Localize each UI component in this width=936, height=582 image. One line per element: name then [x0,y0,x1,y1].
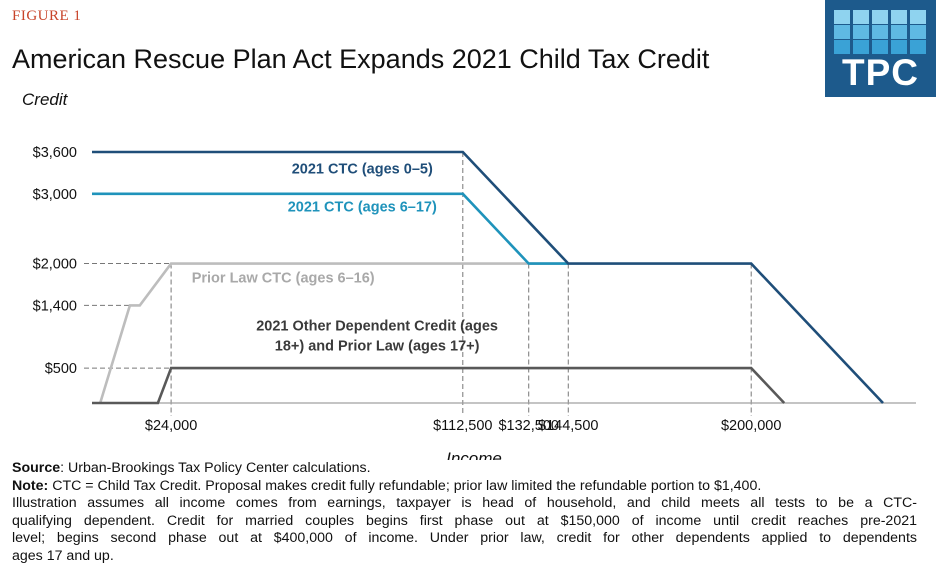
logo-square [910,10,926,24]
y-tick-label: $3,600 [33,145,77,161]
series-label: 2021 CTC (ages 6–17) [288,200,437,216]
logo-square [872,25,888,39]
logo-square [910,25,926,39]
note-text-line: level; begins second phase out at $400,0… [12,530,917,547]
y-axis-label: Credit [22,90,69,109]
series-label: Prior Law CTC (ages 6–16) [192,270,375,286]
x-axis-label: Income [446,449,502,460]
series-label: 2021 Other Dependent Credit (ages [256,318,498,334]
series-labels: 2021 CTC (ages 0–5) 2021 CTC (ages 6–17) P… [192,162,498,355]
series-line [92,150,884,404]
y-tick-label: $2,000 [33,257,77,273]
source-label: Source [12,460,61,476]
source-line: Source: Urban-Brookings Tax Policy Cente… [12,460,917,478]
series-lines [92,150,884,405]
note-text-line: Illustration assumes all income comes fr… [12,495,917,512]
figure-label: FIGURE 1 [12,8,82,24]
y-tick-label: $500 [45,361,77,377]
logo-square [853,10,869,24]
axes: $500 $1,400 $2,000 $3,000 $3,600 $24,000 $112,… [33,145,916,434]
reference-lines [84,152,752,416]
tpc-logo: TPC [825,0,936,97]
x-tick-label: $132,500 [498,418,558,434]
logo-square [891,40,907,54]
chart-title: American Rescue Plan Act Expands 2021 Ch… [12,44,710,74]
logo-text: TPC [842,52,919,93]
series-line [92,366,786,405]
note-first: CTC = Child Tax Credit. Proposal makes c… [48,477,762,494]
notes: Source: Urban-Brookings Tax Policy Cente… [12,460,917,566]
logo-square [853,25,869,39]
y-tick-label: $3,000 [33,187,77,203]
x-tick-label: $112,500 [433,418,492,434]
logo-square [872,40,888,54]
note-text-line: qualifying dependent. Credit for married… [12,512,917,529]
note-text-line: ages 17 and up. [12,547,114,564]
logo-square [834,10,850,24]
note-line: Note: CTC = Child Tax Credit. Proposal m… [12,478,917,496]
chart: $500 $1,400 $2,000 $3,000 $3,600 $24,000 $112,… [22,90,916,460]
logo-square [891,10,907,24]
logo-square [853,40,869,54]
x-tick-label: $200,000 [721,418,781,434]
logo-square [834,40,850,54]
series-line [92,192,569,265]
series-label: 2021 CTC (ages 0–5) [292,162,433,178]
logo-square [891,25,907,39]
x-tick-label: $24,000 [145,418,197,434]
source-text: : Urban-Brookings Tax Policy Center calc… [60,460,371,476]
note-label: Note: [12,477,49,494]
series-line [98,262,569,404]
logo-square [834,25,850,39]
logo-square [872,10,888,24]
series-label: 18+) and Prior Law (ages 17+) [275,338,480,354]
y-tick-label: $1,400 [33,298,77,314]
x-tick-label: $144,500 [538,418,598,434]
logo-square [910,40,926,54]
